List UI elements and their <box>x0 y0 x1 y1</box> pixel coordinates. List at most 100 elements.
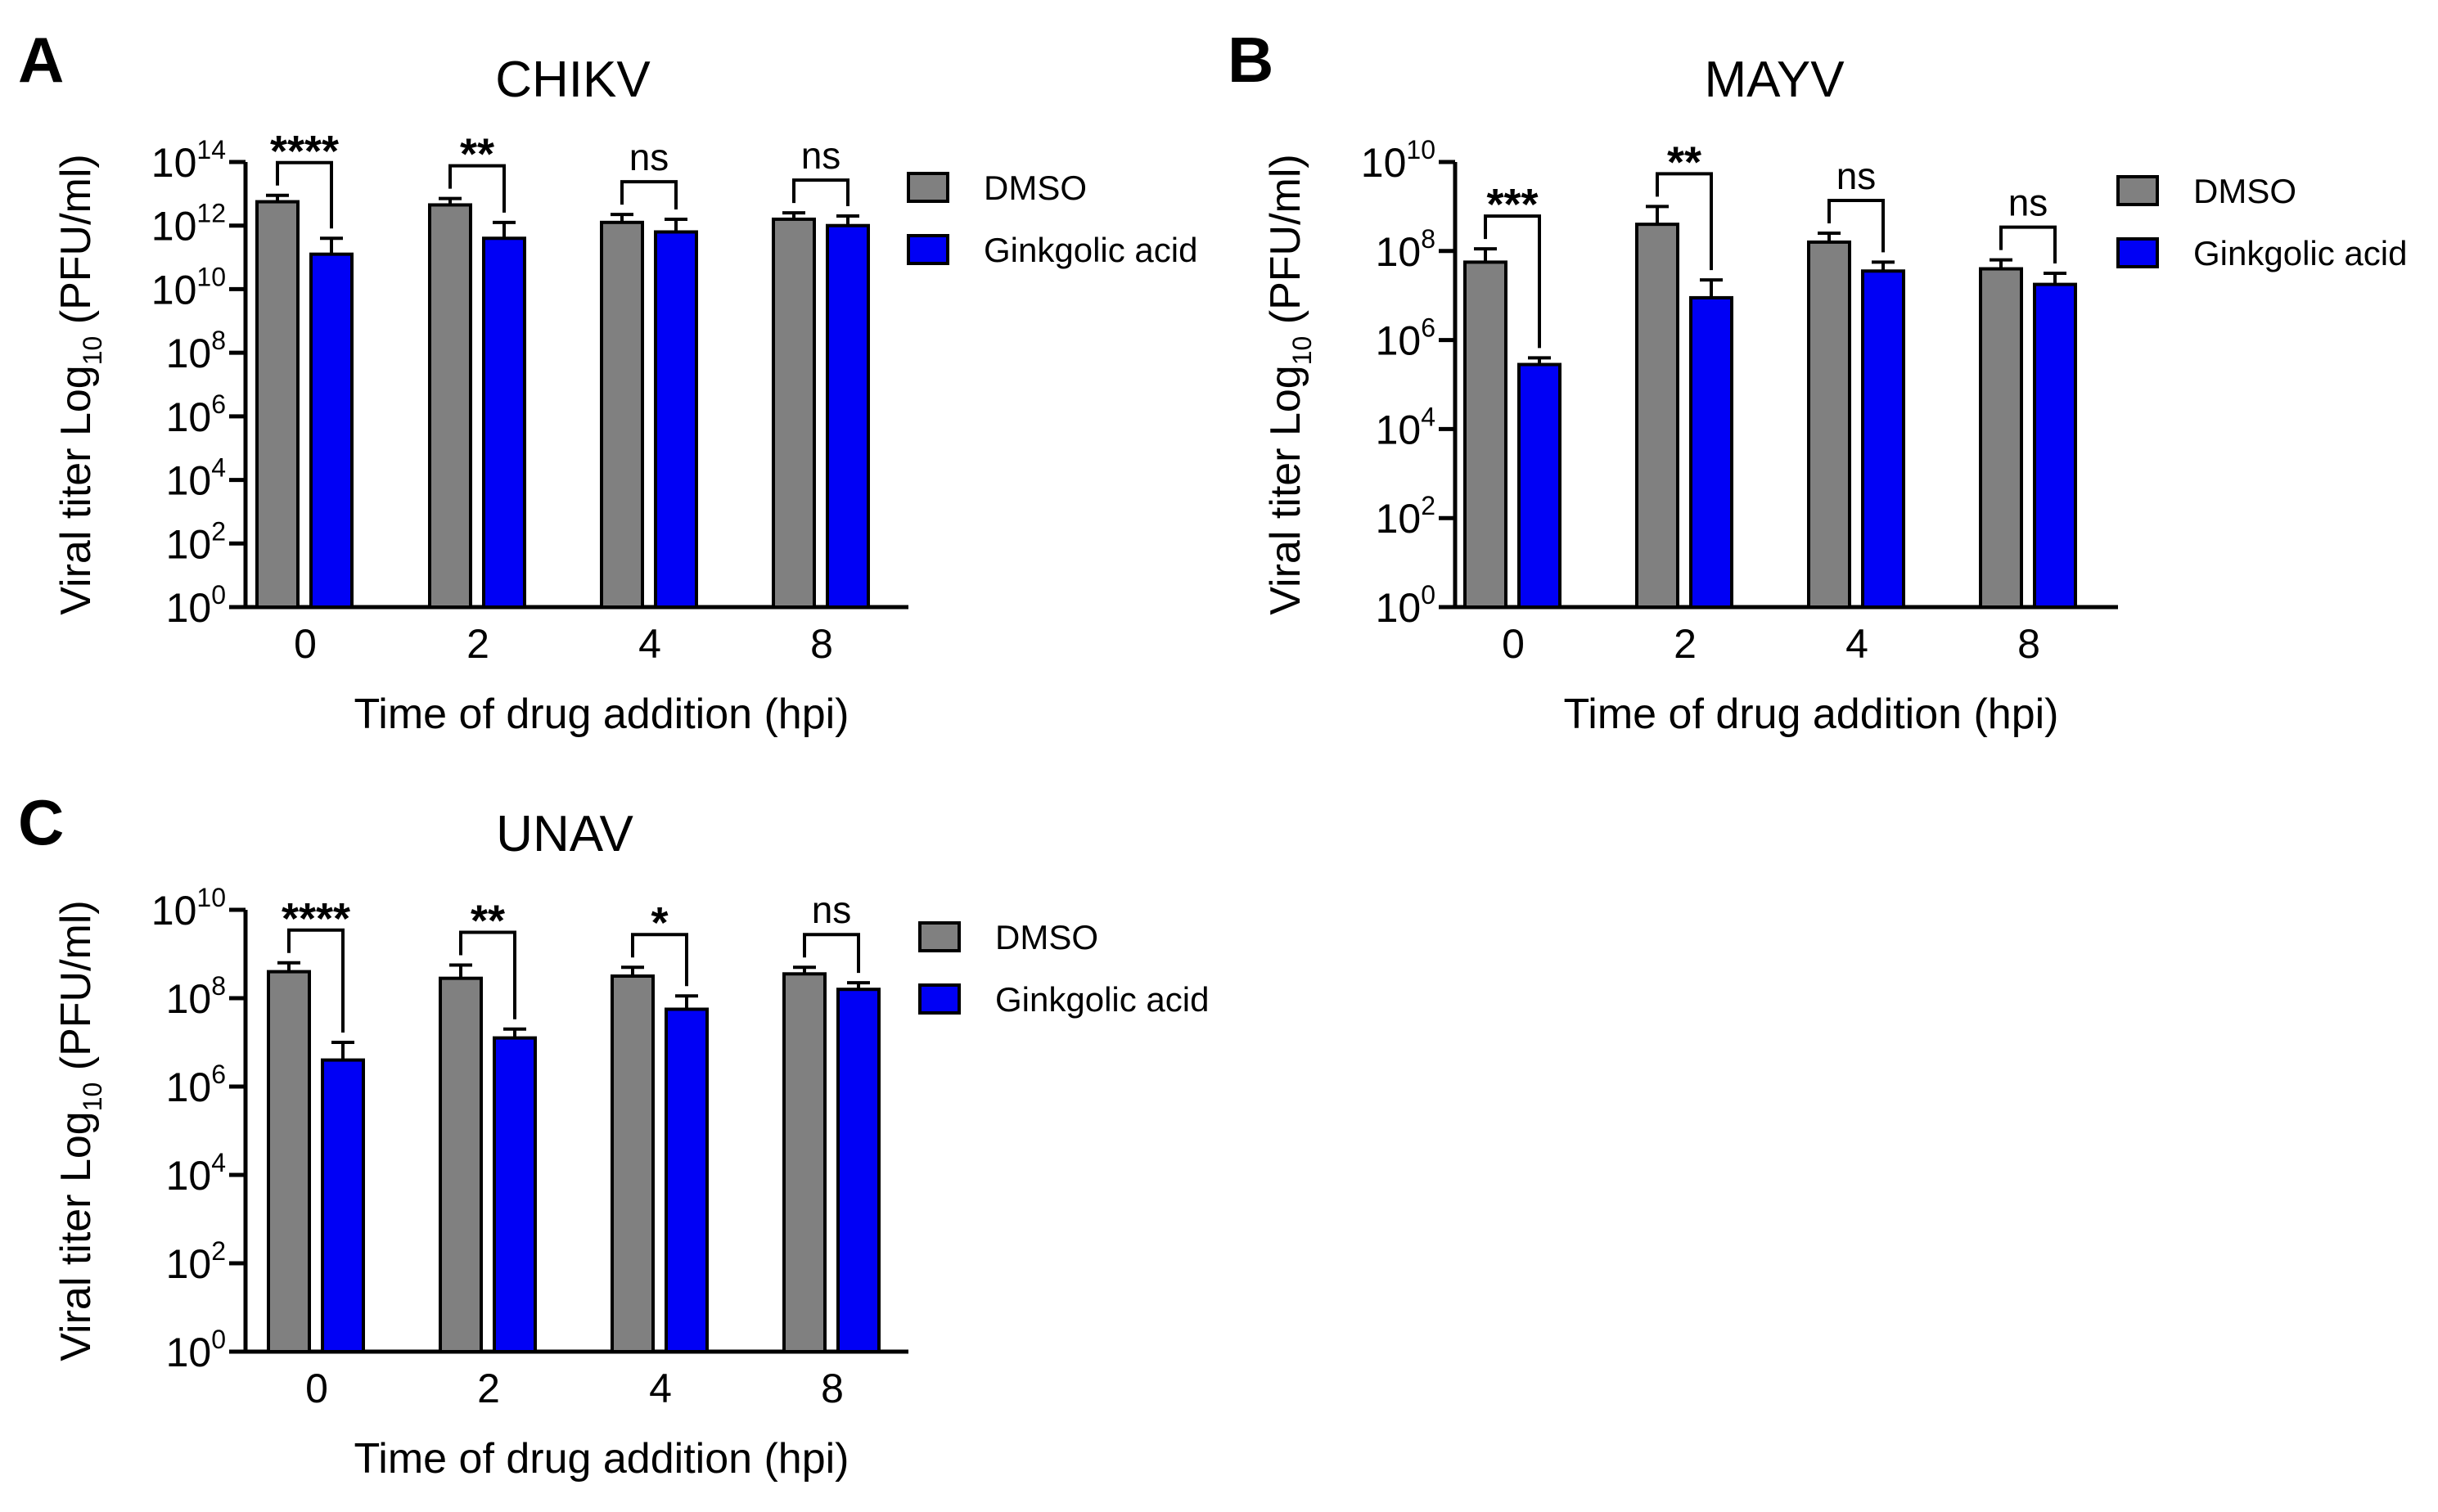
legend-swatch-ginkgolic-acid <box>918 983 961 1015</box>
x-tick-label: 2 <box>477 1366 500 1411</box>
legend-swatch-dmso <box>918 921 961 952</box>
significance-label: * <box>651 898 668 947</box>
chart-title: CHIKV <box>495 52 651 108</box>
y-tick-label: 1014 <box>151 135 226 186</box>
y-tick-label: 108 <box>1376 224 1435 275</box>
x-tick-label: 8 <box>821 1366 844 1411</box>
bar-dmso <box>782 972 827 1354</box>
chart-panel-A: A CHIKV 100 102 104 106 108 1010 1012 1014 Viral t… <box>18 24 1197 738</box>
y-tick-label: 106 <box>1376 313 1435 364</box>
legend-swatch-dmso <box>2116 175 2159 206</box>
bar-dmso <box>772 217 816 609</box>
bar-ginkgolic-acid <box>836 988 881 1353</box>
significance-bracket <box>1656 172 1713 271</box>
legend-swatch-dmso <box>907 172 949 203</box>
significance-label: ns <box>801 134 841 177</box>
chart-title: MAYV <box>1704 52 1845 108</box>
significance-bracket <box>459 930 516 1019</box>
legend-label-dmso: DMSO <box>2193 172 2296 210</box>
significance-bracket <box>1827 199 1885 253</box>
x-tick-label: 2 <box>1674 621 1697 667</box>
x-tick-label: 8 <box>810 621 833 667</box>
bar-ginkgolic-acid <box>1689 295 1733 609</box>
y-tick-label: 1010 <box>151 262 226 313</box>
bar-dmso <box>439 976 483 1353</box>
panel-label: A <box>18 24 64 96</box>
x-tick-label: 4 <box>638 621 661 667</box>
legend-label-ginkgolic-acid: Ginkgolic acid <box>2193 234 2407 272</box>
y-tick-label: 100 <box>166 580 226 631</box>
bar-dmso <box>600 220 644 609</box>
bar-dmso <box>611 974 655 1353</box>
bar-dmso <box>267 970 311 1353</box>
legend-label-dmso: DMSO <box>995 918 1098 956</box>
significance-bracket <box>803 933 860 974</box>
y-tick-label: 104 <box>166 1148 226 1199</box>
significance-bracket <box>1999 225 2057 263</box>
y-tick-label: 102 <box>166 516 226 567</box>
significance-label: ns <box>2008 182 2048 224</box>
bar-dmso <box>1635 223 1679 609</box>
legend-label-ginkgolic-acid: Ginkgolic acid <box>984 231 1197 269</box>
bar-ginkgolic-acid <box>665 1007 709 1353</box>
chart-title: UNAV <box>496 806 633 862</box>
y-tick-label: 100 <box>1376 580 1435 631</box>
bar-ginkgolic-acid <box>1517 362 1561 609</box>
x-axis-label: Time of drug addition (hpi) <box>1563 691 2058 738</box>
x-tick-label: 0 <box>1502 621 1525 667</box>
y-axis-label: Viral titer Log10 (PFU/ml) <box>52 900 107 1361</box>
y-tick-label: 108 <box>166 971 226 1022</box>
y-tick-label: 106 <box>166 1060 226 1110</box>
y-tick-label: 1012 <box>151 199 226 250</box>
y-tick-label: 104 <box>166 453 226 504</box>
legend-label-dmso: DMSO <box>984 169 1087 207</box>
legend-swatch-ginkgolic-acid <box>907 234 949 265</box>
chart-panel-B: B MAYV 100 102 104 106 108 1010 Viral titer Log1… <box>1228 24 2407 738</box>
significance-bracket <box>287 928 345 1033</box>
bar-ginkgolic-acid <box>2033 282 2077 609</box>
significance-label: ns <box>629 136 669 178</box>
y-axis-label: Viral titer Log10 (PFU/ml) <box>1262 154 1317 614</box>
bar-dmso <box>255 200 300 609</box>
significance-label: *** <box>1486 180 1538 229</box>
y-tick-label: 108 <box>166 326 226 376</box>
x-tick-label: 4 <box>649 1366 672 1411</box>
significance-bracket <box>276 160 333 229</box>
y-tick-label: 104 <box>1376 402 1435 452</box>
y-tick-label: 1010 <box>1361 135 1435 186</box>
x-tick-label: 0 <box>294 621 317 667</box>
y-tick-label: 1010 <box>151 883 226 934</box>
significance-bracket <box>631 933 688 987</box>
significance-label: ** <box>471 897 505 946</box>
significance-label: ** <box>1667 137 1701 187</box>
y-tick-label: 102 <box>166 1236 226 1287</box>
significance-label: ns <box>1836 155 1877 197</box>
significance-bracket <box>448 164 506 213</box>
bar-ginkgolic-acid <box>1861 269 1905 609</box>
bar-ginkgolic-acid <box>309 252 354 609</box>
panel-label: B <box>1228 24 1273 96</box>
significance-label: ns <box>812 889 852 931</box>
y-tick-label: 100 <box>166 1325 226 1375</box>
bar-ginkgolic-acid <box>654 230 698 609</box>
x-axis-label: Time of drug addition (hpi) <box>354 1435 849 1483</box>
bar-dmso <box>428 203 472 609</box>
legend-label-ginkgolic-acid: Ginkgolic acid <box>995 980 1209 1019</box>
significance-bracket <box>792 178 849 207</box>
y-tick-label: 106 <box>166 389 226 440</box>
y-axis-label: Viral titer Log10 (PFU/ml) <box>52 154 107 614</box>
x-tick-label: 0 <box>305 1366 328 1411</box>
bar-dmso <box>1979 267 2023 609</box>
significance-label: ** <box>460 130 494 179</box>
bar-dmso <box>1807 240 1851 609</box>
panel-label: C <box>18 786 64 858</box>
bar-dmso <box>1463 260 1507 609</box>
bar-ginkgolic-acid <box>493 1036 537 1353</box>
significance-bracket <box>620 180 678 209</box>
significance-label: **** <box>270 127 339 176</box>
bar-ginkgolic-acid <box>321 1058 365 1353</box>
significance-bracket <box>1484 214 1541 349</box>
x-axis-label: Time of drug addition (hpi) <box>354 691 849 738</box>
bar-ginkgolic-acid <box>482 236 526 609</box>
